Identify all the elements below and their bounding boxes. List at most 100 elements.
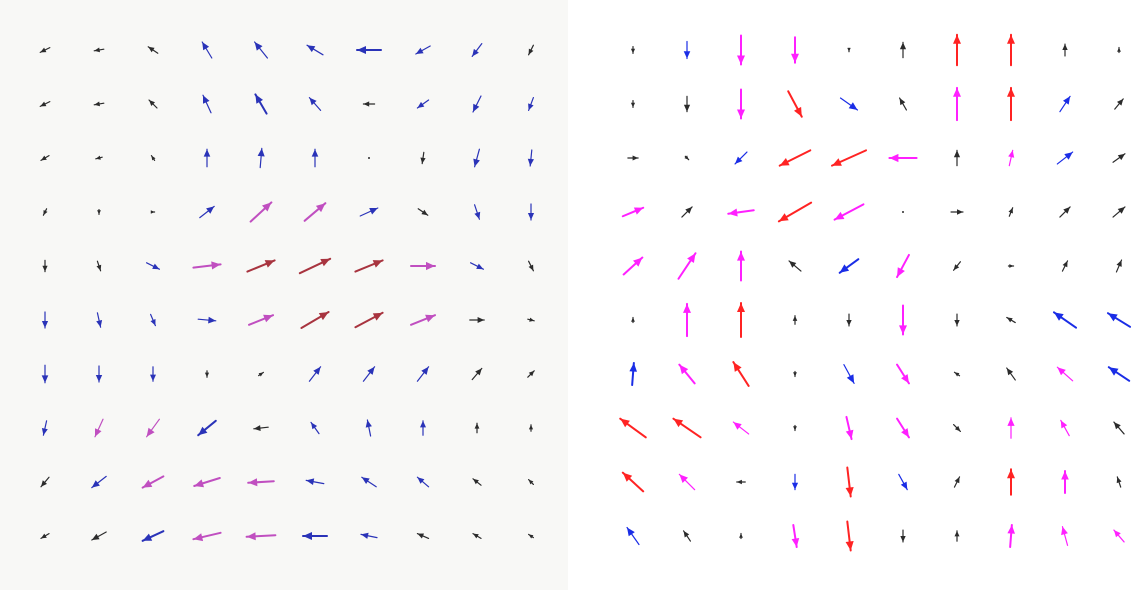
vector-arrow-left-95 bbox=[302, 532, 328, 540]
vector-arrow-right-14 bbox=[839, 97, 859, 111]
vector-arrow-right-17 bbox=[1007, 86, 1015, 122]
vector-arrow-right-8 bbox=[1062, 43, 1068, 57]
vector-arrow-left-89 bbox=[527, 479, 535, 485]
vector-arrow-left-52 bbox=[150, 313, 156, 327]
vector-arrow-left-7 bbox=[415, 45, 431, 55]
vector-arrow-left-35 bbox=[303, 202, 327, 222]
vector-arrow-left-30 bbox=[42, 208, 48, 216]
vector-arrow-left-71 bbox=[94, 418, 104, 438]
vector-arrow-right-45 bbox=[896, 253, 910, 279]
vector-arrow-right-84 bbox=[845, 466, 854, 498]
vector-arrow-left-37 bbox=[417, 208, 429, 216]
vector-arrow-right-70 bbox=[619, 417, 647, 439]
vector-field-left bbox=[39, 41, 535, 542]
vector-arrow-right-51 bbox=[683, 302, 691, 338]
vector-arrow-right-30 bbox=[621, 206, 645, 218]
vector-arrow-right-94 bbox=[845, 520, 854, 552]
vector-arrow-right-11 bbox=[683, 95, 691, 113]
vector-arrow-right-66 bbox=[953, 371, 961, 377]
vector-arrow-left-91 bbox=[91, 531, 107, 541]
vector-arrow-right-34 bbox=[833, 203, 865, 221]
vector-arrow-right-65 bbox=[896, 363, 910, 385]
vector-arrow-right-31 bbox=[681, 206, 693, 218]
vector-arrow-right-72 bbox=[732, 421, 750, 435]
vector-arrow-right-86 bbox=[953, 476, 961, 488]
vector-arrow-left-9 bbox=[527, 44, 535, 56]
vector-arrow-right-16 bbox=[953, 86, 961, 122]
vector-arrow-left-45 bbox=[298, 257, 332, 275]
vector-arrow-right-55 bbox=[899, 304, 907, 336]
vector-arrow-left-79 bbox=[528, 424, 534, 432]
vector-arrow-right-43 bbox=[788, 260, 802, 272]
vector-arrow-right-28 bbox=[1056, 151, 1074, 165]
vector-arrow-right-18 bbox=[1059, 95, 1071, 113]
vector-arrow-left-33 bbox=[199, 205, 215, 219]
vector-arrow-left-28 bbox=[473, 148, 480, 168]
vector-arrow-left-97 bbox=[416, 532, 430, 540]
vector-arrow-right-50 bbox=[631, 316, 635, 324]
vector-arrow-left-81 bbox=[91, 475, 107, 489]
vector-arrow-left-84 bbox=[247, 478, 275, 487]
vector-arrow-right-2 bbox=[737, 34, 745, 66]
vector-arrow-right-35 bbox=[902, 211, 904, 213]
vector-arrow-left-62 bbox=[150, 366, 156, 382]
vector-arrow-right-54 bbox=[846, 313, 852, 327]
vector-arrow-left-88 bbox=[472, 478, 482, 486]
vector-arrow-right-5 bbox=[899, 41, 907, 59]
vector-arrow-left-43 bbox=[192, 261, 222, 270]
vector-arrow-left-17 bbox=[416, 99, 430, 109]
vector-arrow-left-50 bbox=[41, 311, 49, 329]
vector-arrow-right-38 bbox=[1059, 206, 1071, 218]
vector-arrow-left-12 bbox=[148, 99, 158, 109]
vector-arrow-right-64 bbox=[843, 364, 855, 384]
vector-arrow-left-77 bbox=[420, 420, 426, 436]
vector-arrow-right-92 bbox=[739, 532, 743, 540]
vector-arrow-right-29 bbox=[1112, 153, 1126, 163]
vector-arrow-left-74 bbox=[253, 425, 269, 431]
vector-field-right bbox=[619, 33, 1132, 552]
vector-arrow-left-94 bbox=[245, 532, 277, 541]
vector-arrow-right-0 bbox=[630, 45, 636, 55]
vector-arrow-right-62 bbox=[732, 361, 750, 387]
vector-arrow-right-93 bbox=[791, 523, 800, 549]
vector-arrow-left-23 bbox=[203, 148, 211, 168]
vector-arrow-left-61 bbox=[95, 365, 103, 383]
vector-arrow-right-80 bbox=[621, 471, 645, 493]
vector-arrow-left-0 bbox=[39, 46, 51, 54]
vector-arrow-left-86 bbox=[361, 476, 377, 488]
vector-arrow-left-39 bbox=[527, 203, 535, 221]
vector-arrow-right-52 bbox=[737, 302, 745, 338]
vector-arrow-right-90 bbox=[626, 526, 640, 546]
vector-arrow-right-99 bbox=[1113, 529, 1125, 543]
vector-arrow-left-57 bbox=[410, 314, 436, 326]
vector-arrow-right-67 bbox=[1006, 367, 1016, 381]
vector-arrow-left-55 bbox=[300, 311, 330, 329]
vector-arrow-left-47 bbox=[410, 261, 436, 271]
vector-arrow-right-73 bbox=[793, 424, 797, 432]
vector-arrow-left-51 bbox=[96, 312, 103, 328]
vector-arrow-right-97 bbox=[1007, 523, 1015, 549]
vector-arrow-left-83 bbox=[193, 477, 221, 488]
vector-arrow-right-49 bbox=[1115, 259, 1123, 273]
vector-arrow-right-20 bbox=[627, 155, 639, 161]
vector-arrow-right-46 bbox=[952, 261, 962, 271]
vector-arrow-right-53 bbox=[792, 315, 798, 325]
vector-arrow-left-92 bbox=[141, 530, 165, 542]
vector-arrow-right-6 bbox=[953, 33, 961, 67]
vector-arrow-left-4 bbox=[254, 41, 268, 59]
vector-arrow-right-58 bbox=[1052, 311, 1078, 329]
vector-arrow-left-73 bbox=[197, 419, 217, 437]
vector-arrow-right-77 bbox=[1007, 417, 1015, 439]
vector-arrow-left-85 bbox=[305, 478, 325, 485]
vector-arrow-left-87 bbox=[416, 476, 430, 488]
vector-arrow-left-63 bbox=[204, 370, 210, 378]
vector-arrow-right-96 bbox=[954, 530, 960, 542]
vector-arrow-right-88 bbox=[1061, 469, 1069, 495]
vector-arrow-right-32 bbox=[727, 208, 755, 217]
vector-arrow-left-99 bbox=[527, 533, 535, 539]
vector-arrow-left-59 bbox=[527, 317, 535, 322]
vector-arrow-left-46 bbox=[354, 259, 384, 273]
vector-arrow-right-19 bbox=[1114, 98, 1124, 110]
vector-arrow-right-87 bbox=[1007, 468, 1015, 496]
